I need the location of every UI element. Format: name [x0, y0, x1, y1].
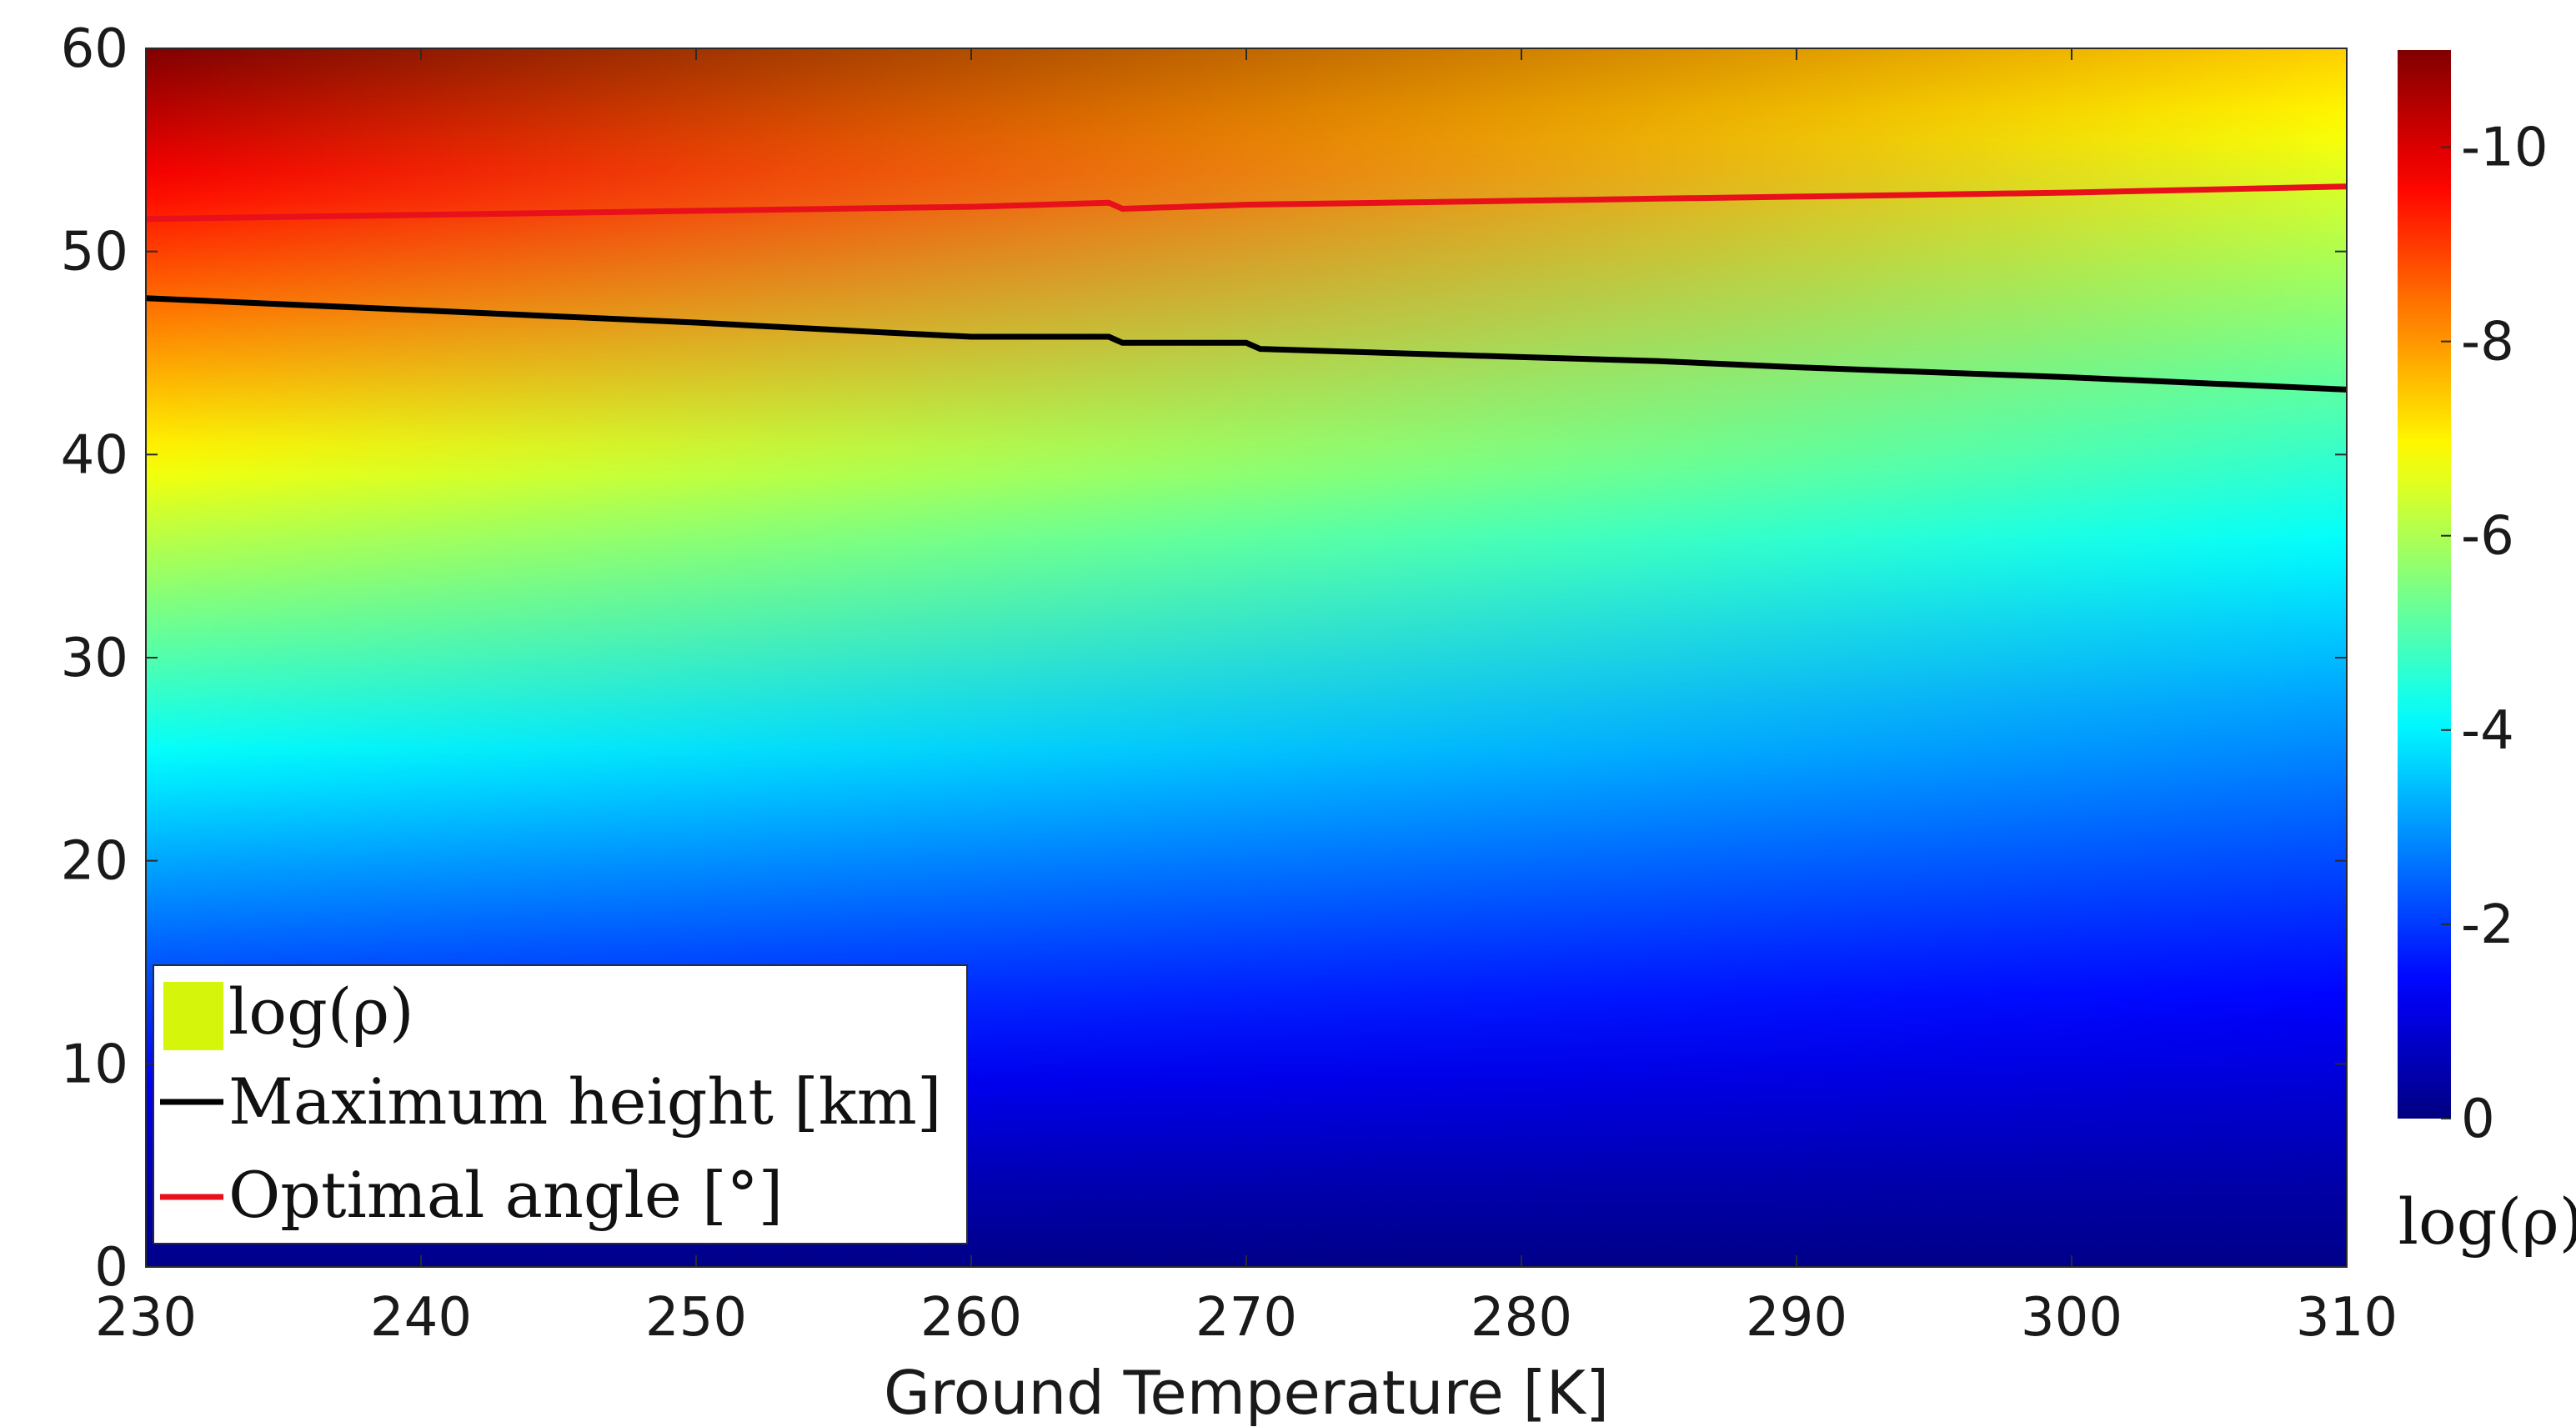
y-tick-label: 40	[61, 424, 128, 486]
x-axis-ticks: 230 240 250 260 270 280 290 300 310	[95, 48, 2398, 1349]
y-tick-label: 60	[61, 18, 128, 80]
colorbar-tick-label: -4	[2461, 700, 2514, 762]
x-tick-label: 250	[645, 1287, 747, 1349]
colorbar-tick-label: -8	[2461, 312, 2514, 373]
legend-box	[153, 964, 968, 1244]
y-tick-label: 30	[61, 628, 128, 689]
colorbar-label: log(ρ)	[2398, 1184, 2576, 1259]
colorbar-tick-label: -6	[2461, 506, 2514, 568]
legend-swatch-patch	[163, 982, 223, 1050]
series-line-maximum-height	[145, 295, 2348, 393]
colorbar-tick-label: -10	[2461, 118, 2548, 179]
colorbar-bar	[2398, 50, 2451, 1119]
y-tick-label: 20	[61, 831, 128, 893]
legend-label-logrho: log(ρ)	[228, 974, 414, 1049]
y-axis-ticks: 0 10 20 30 40 50 60	[61, 18, 2347, 1299]
series-line-optimal-angle	[145, 183, 2348, 223]
colorbar-ticks: -10 -8 -6 -4 -2 0	[2441, 118, 2548, 1150]
x-tick-label: 260	[920, 1287, 1022, 1349]
legend-label-optimal-angle: Optimal angle [°]	[228, 1158, 783, 1232]
x-tick-label: 280	[1471, 1287, 1572, 1349]
legend-label-max-height: Maximum height [km]	[228, 1064, 941, 1139]
colorbar-tick-label: 0	[2461, 1089, 2495, 1150]
colorbar: -10 -8 -6 -4 -2 0 log(ρ)	[2398, 50, 2576, 1259]
x-tick-label: 290	[1746, 1287, 1847, 1349]
x-tick-label: 270	[1195, 1287, 1297, 1349]
x-tick-label: 230	[95, 1287, 197, 1349]
x-axis-label: Ground Temperature [K]	[884, 1358, 1609, 1427]
colorbar-tick-label: -2	[2461, 894, 2514, 956]
x-tick-label: 240	[370, 1287, 472, 1349]
y-tick-label: 10	[61, 1034, 128, 1095]
x-tick-label: 300	[2021, 1287, 2122, 1349]
y-tick-label: 0	[94, 1237, 128, 1299]
y-tick-label: 50	[61, 222, 128, 283]
legend: log(ρ) Maximum height [km] Optimal angle…	[153, 964, 968, 1244]
series-layer	[145, 183, 2348, 393]
x-tick-label: 310	[2296, 1287, 2398, 1349]
